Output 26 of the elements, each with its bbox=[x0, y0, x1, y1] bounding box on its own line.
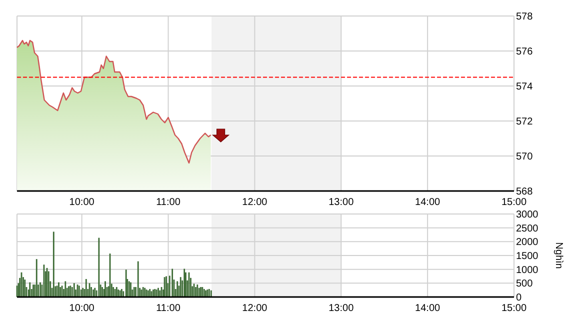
y-tick-label: 500 bbox=[516, 278, 534, 290]
x-tick-label: 13:00 bbox=[328, 303, 354, 314]
y-tick-label: 568 bbox=[516, 186, 534, 198]
x-tick-label: 15:00 bbox=[501, 303, 527, 314]
y-tick-label: 1500 bbox=[516, 251, 539, 262]
y-tick-label: 1000 bbox=[516, 264, 539, 276]
x-tick-label: 13:00 bbox=[328, 197, 354, 208]
x-tick-label: 11:00 bbox=[156, 303, 181, 314]
x-tick-label: 11:00 bbox=[156, 197, 181, 208]
y-tick-label: 2000 bbox=[516, 237, 539, 248]
y-tick-label: 576 bbox=[516, 46, 534, 58]
x-tick-label: 10:00 bbox=[69, 303, 95, 314]
y-tick-label: 3000 bbox=[516, 210, 539, 220]
x-tick-label: 12:00 bbox=[242, 197, 268, 208]
y-tick-label: 0 bbox=[516, 292, 522, 304]
x-tick-label: 14:00 bbox=[415, 197, 441, 208]
y-tick-label: 2500 bbox=[516, 223, 539, 234]
y-tick-label: 570 bbox=[516, 152, 534, 162]
x-tick-label: 12:00 bbox=[242, 303, 268, 314]
x-tick-label: 14:00 bbox=[415, 303, 441, 314]
y-tick-label: 574 bbox=[516, 82, 534, 92]
y-tick-label: 572 bbox=[516, 116, 534, 128]
x-tick-label: 10:00 bbox=[69, 197, 95, 208]
y-axis-title: Nghìn bbox=[553, 242, 564, 269]
y-tick-label: 578 bbox=[516, 12, 534, 22]
x-tick-label: 15:00 bbox=[501, 197, 527, 208]
